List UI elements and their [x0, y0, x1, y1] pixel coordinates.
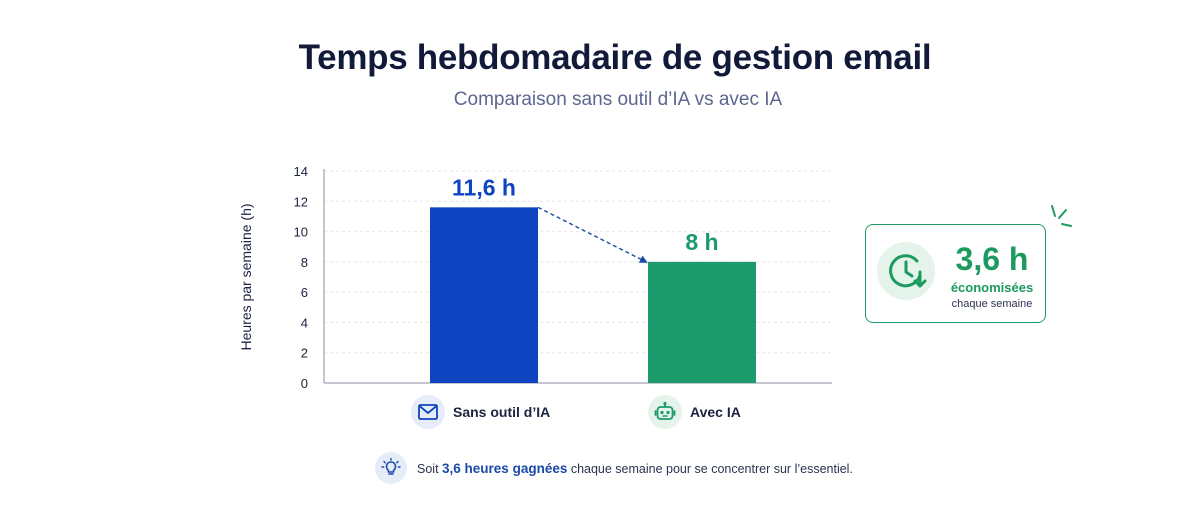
legend-label: Avec IA [690, 404, 741, 420]
footer-suffix: chaque semaine pour se concentrer sur l’… [570, 461, 853, 476]
y-tick-label: 12 [294, 194, 308, 209]
legend-item-avec-ia: Avec IA [648, 395, 741, 429]
y-tick-label: 14 [294, 164, 308, 179]
clock-down-icon [877, 242, 935, 300]
footer-note: Soit 3,6 heures gagnées chaque semaine p… [375, 451, 853, 485]
lightbulb-icon [375, 452, 407, 484]
y-tick-label: 6 [301, 285, 308, 300]
y-tick-label: 10 [294, 225, 308, 240]
footer-text: Soit 3,6 heures gagnées chaque semaine p… [417, 461, 853, 476]
data-label: 8 h [685, 229, 718, 255]
chart-subtitle: Comparaison sans outil d’IA vs avec IA [453, 89, 783, 110]
chart-title: Temps hebdomadaire de gestion email [298, 38, 932, 77]
y-axis-label: Heures par semaine (h) [238, 203, 254, 350]
bar-1 [648, 261, 756, 383]
y-tick-label: 8 [301, 255, 308, 270]
robot-icon [648, 395, 682, 429]
footer-prefix: Soit [417, 461, 439, 476]
y-tick-label: 2 [301, 346, 308, 361]
savings-card: 3,6 h économisées chaque semaine [865, 224, 1046, 323]
comparison-arrow [537, 206, 648, 263]
savings-value: 3,6 h [955, 241, 1029, 277]
savings-unit: économisées [950, 280, 1034, 295]
data-label: 11,6 h [452, 174, 516, 200]
y-tick-label: 4 [301, 315, 308, 330]
legend-item-sans-ia: Sans outil d’IA [411, 395, 550, 429]
envelope-icon [411, 395, 445, 429]
y-tick-label: 0 [301, 376, 308, 391]
bar-0 [430, 207, 538, 383]
savings-detail: chaque semaine [951, 298, 1033, 310]
highlight-burst-icon [1051, 205, 1072, 227]
footer-highlight: 3,6 heures gagnées [442, 460, 568, 476]
legend-label: Sans outil d’IA [453, 404, 551, 420]
